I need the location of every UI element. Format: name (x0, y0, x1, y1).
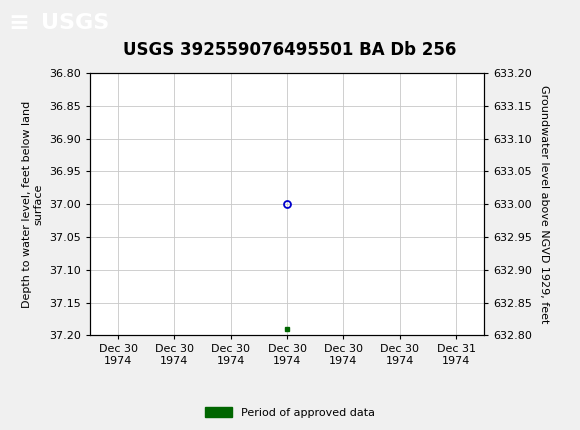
Text: USGS: USGS (41, 12, 109, 33)
Y-axis label: Depth to water level, feet below land
surface: Depth to water level, feet below land su… (22, 101, 44, 308)
Text: ≡: ≡ (9, 11, 30, 34)
Legend: Period of approved data: Period of approved data (200, 403, 380, 422)
Y-axis label: Groundwater level above NGVD 1929, feet: Groundwater level above NGVD 1929, feet (539, 85, 549, 323)
Text: USGS 392559076495501 BA Db 256: USGS 392559076495501 BA Db 256 (124, 41, 456, 59)
